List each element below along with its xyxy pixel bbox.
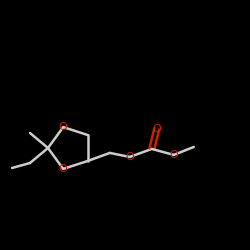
Text: O: O	[59, 164, 68, 174]
Text: O: O	[170, 150, 178, 160]
Text: O: O	[59, 122, 68, 132]
Text: O: O	[152, 124, 161, 134]
Text: O: O	[126, 152, 134, 162]
